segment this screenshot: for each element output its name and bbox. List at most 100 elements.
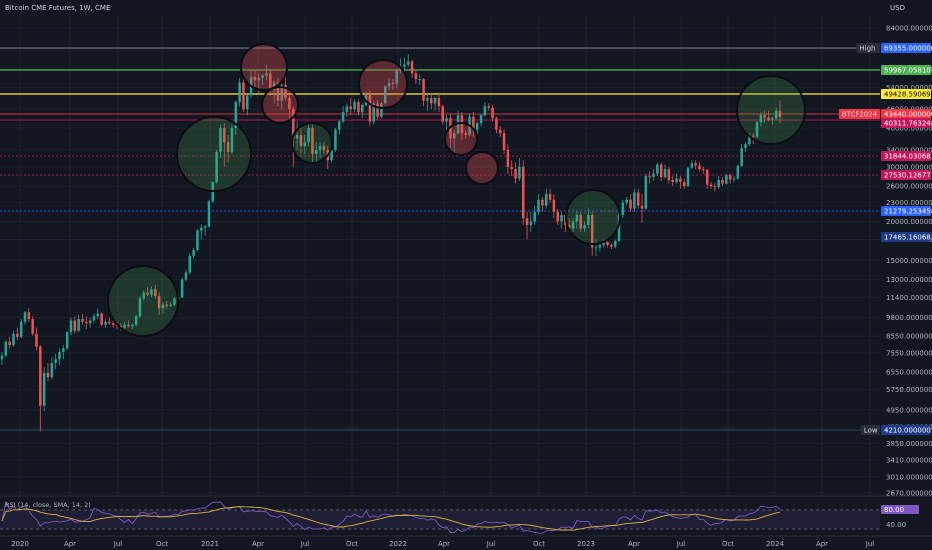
price-tag: 4210.000000 Low [860, 425, 931, 435]
time-tick-label: Oct [722, 540, 734, 548]
candle-body [334, 129, 337, 150]
candle-body [602, 241, 605, 246]
price-tag-box [881, 65, 931, 75]
candle-body [272, 82, 276, 91]
rsi-value-tag [881, 505, 919, 514]
circle-annotations[interactable] [107, 43, 806, 337]
candle-body [548, 194, 552, 200]
candle-body [778, 110, 782, 117]
price-tick-label: 13000.000000 [886, 276, 932, 284]
circle-annotation[interactable] [465, 151, 499, 185]
candle-body [709, 184, 713, 187]
candle-body [514, 169, 517, 179]
candle-body [583, 224, 586, 229]
candle-body [146, 292, 149, 295]
time-tick-label: 2021 [201, 540, 219, 548]
circle-annotation[interactable] [107, 265, 179, 337]
time-tick-label: 2023 [577, 540, 595, 548]
candle-body [414, 73, 418, 80]
candle-body [169, 304, 172, 306]
candle-body [544, 194, 548, 206]
candle-body [230, 128, 234, 152]
price-tag-value: 31844.030683 [884, 153, 932, 161]
candle-body [100, 313, 103, 325]
candle-body [161, 304, 165, 309]
candle-body [487, 106, 490, 108]
candle-body [111, 323, 115, 325]
candle-body [636, 192, 640, 206]
circle-annotation[interactable] [176, 116, 252, 192]
candle-body [322, 146, 326, 150]
circle-annotation[interactable] [261, 86, 299, 124]
candle-body [58, 351, 61, 360]
candle-body [433, 97, 437, 104]
candle-body [751, 135, 755, 137]
candle-body [728, 175, 732, 180]
candle-body [376, 103, 379, 117]
candle-body [671, 180, 674, 183]
candle-body [27, 312, 31, 320]
candle-body [96, 313, 100, 317]
price-tag-box [881, 89, 931, 99]
currency-label[interactable]: USD [890, 4, 905, 12]
price-tag: 31844.030683 [881, 151, 932, 161]
price-tick-label: 26000.000000 [886, 183, 932, 191]
candle-body [437, 97, 441, 107]
price-tick-label: 7550.000000 [886, 349, 932, 357]
price-tag-value: 43440.000000 [884, 111, 932, 119]
price-tick-label: 2670.000000 [886, 490, 932, 498]
candle-body [682, 182, 686, 187]
time-tick-label: 2022 [389, 540, 407, 548]
price-tick-label: 23000.000000 [886, 199, 932, 207]
candle-body [736, 165, 740, 179]
candle-body [65, 332, 69, 349]
price-tag-label: High [859, 45, 875, 53]
candle-body [610, 245, 613, 247]
circle-annotation[interactable] [358, 59, 408, 109]
price-tag-box [881, 109, 931, 119]
circle-annotation[interactable] [736, 75, 806, 145]
candle-body [349, 106, 353, 110]
price-tag-box [881, 43, 931, 53]
candle-body [395, 70, 398, 84]
candle-body [123, 324, 126, 328]
candle-body [387, 82, 391, 87]
circle-annotation[interactable] [291, 122, 333, 164]
candle-body [50, 363, 54, 378]
candle-body [506, 149, 510, 167]
candle-body [748, 135, 751, 145]
candle-body [39, 346, 42, 406]
circle-annotation[interactable] [240, 43, 288, 91]
candle-body [104, 321, 107, 325]
candle-body [184, 272, 188, 280]
candle-body [280, 85, 284, 101]
candle-body [633, 192, 636, 209]
candle-body [675, 178, 678, 183]
candle-body [475, 123, 479, 130]
candle-body [541, 199, 544, 206]
circle-annotation[interactable] [565, 189, 621, 245]
price-tag: 49428.590698 [881, 89, 932, 99]
candle-body [694, 163, 697, 166]
price-tag-label: Low [864, 427, 878, 435]
candle-body [567, 224, 571, 229]
candle-body [771, 118, 774, 120]
price-tick-label: 8550.000000 [886, 333, 932, 341]
price-tag-box [881, 118, 931, 128]
time-axis[interactable]: 2020 Apr Jul Oct 2021 Apr Jul Oct 2022 Apr Jul Oct 2… [0, 535, 932, 548]
candle-body [341, 112, 345, 122]
candle-body [307, 128, 310, 143]
candle-body [238, 82, 241, 103]
circle-annotation[interactable] [444, 122, 478, 156]
candle-body [315, 149, 318, 154]
candle-body [380, 103, 383, 117]
candle-body [257, 77, 261, 81]
candle-body [4, 341, 8, 356]
candle-body [0, 355, 4, 360]
candle-body [533, 211, 536, 222]
candle-body [16, 333, 19, 337]
candle-body [410, 61, 414, 74]
